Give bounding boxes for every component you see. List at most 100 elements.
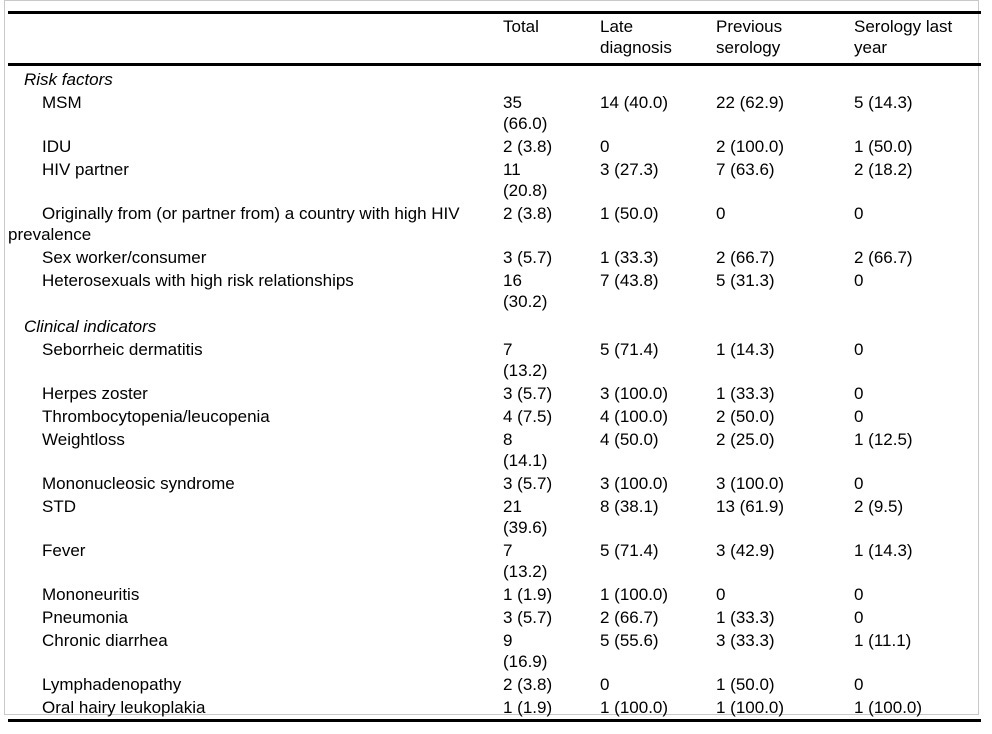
table-row: Herpes zoster3 (5.7)3 (100.0)1 (33.3)0 xyxy=(8,382,981,405)
cell-value: 7 (13.2) xyxy=(503,338,600,382)
cell-value: 3 (5.7) xyxy=(503,246,600,269)
row-label: Seborrheic dermatitis xyxy=(8,338,503,382)
header-row: TotalLate diagnosisPrevious serologySero… xyxy=(8,13,981,65)
cell-value: 1 (33.3) xyxy=(600,246,716,269)
cell-value: 21 (39.6) xyxy=(503,495,600,539)
cell-value: 0 xyxy=(600,135,716,158)
cell-value: 3 (100.0) xyxy=(600,382,716,405)
cell-value: 1 (11.1) xyxy=(854,629,981,673)
cell-value: 0 xyxy=(854,269,981,313)
column-header-previous-serology: Previous serology xyxy=(716,13,854,65)
table-row: HIV partner11 (20.8)3 (27.3)7 (63.6)2 (1… xyxy=(8,158,981,202)
cell-value: 1 (12.5) xyxy=(854,428,981,472)
cell-value: 1 (33.3) xyxy=(716,606,854,629)
cell-value: 0 xyxy=(600,673,716,696)
cell-value: 3 (5.7) xyxy=(503,472,600,495)
cell-value: 5 (71.4) xyxy=(600,338,716,382)
cell-value: 0 xyxy=(854,673,981,696)
table-row: Heterosexuals with high risk relationshi… xyxy=(8,269,981,313)
cell-value: 35 (66.0) xyxy=(503,91,600,135)
table-header: TotalLate diagnosisPrevious serologySero… xyxy=(8,13,981,65)
cell-value: 2 (100.0) xyxy=(716,135,854,158)
cell-value: 7 (63.6) xyxy=(716,158,854,202)
row-label: MSM xyxy=(8,91,503,135)
cell-value: 7 (43.8) xyxy=(600,269,716,313)
row-label: Weightloss xyxy=(8,428,503,472)
cell-value: 7 (13.2) xyxy=(503,539,600,583)
cell-value: 1 (1.9) xyxy=(503,583,600,606)
cell-value: 1 (33.3) xyxy=(716,382,854,405)
cell-value: 5 (71.4) xyxy=(600,539,716,583)
cell-value: 1 (100.0) xyxy=(854,696,981,721)
table-row: Mononeuritis1 (1.9)1 (100.0)00 xyxy=(8,583,981,606)
cell-value: 0 xyxy=(854,472,981,495)
row-label: Sex worker/consumer xyxy=(8,246,503,269)
cell-value: 16 (30.2) xyxy=(503,269,600,313)
table-row: Seborrheic dermatitis7 (13.2)5 (71.4)1 (… xyxy=(8,338,981,382)
cell-value: 1 (50.0) xyxy=(854,135,981,158)
row-label: Oral hairy leukoplakia xyxy=(8,696,503,721)
cell-value: 0 xyxy=(854,583,981,606)
cell-value: 2 (50.0) xyxy=(716,405,854,428)
cell-value: 5 (14.3) xyxy=(854,91,981,135)
cell-value: 8 (14.1) xyxy=(503,428,600,472)
cell-value: 22 (62.9) xyxy=(716,91,854,135)
section-header: Clinical indicators xyxy=(8,313,981,338)
cell-value: 11 (20.8) xyxy=(503,158,600,202)
row-label: Originally from (or partner from) a coun… xyxy=(8,202,503,246)
cell-value: 5 (31.3) xyxy=(716,269,854,313)
cell-value: 0 xyxy=(716,202,854,246)
table-row: Chronic diarrhea9 (16.9)5 (55.6)3 (33.3)… xyxy=(8,629,981,673)
table-row: Lymphadenopathy2 (3.8)01 (50.0)0 xyxy=(8,673,981,696)
cell-value: 2 (18.2) xyxy=(854,158,981,202)
cell-value: 0 xyxy=(854,382,981,405)
data-table: TotalLate diagnosisPrevious serologySero… xyxy=(8,11,981,722)
cell-value: 1 (14.3) xyxy=(854,539,981,583)
table-row: Oral hairy leukoplakia1 (1.9)1 (100.0)1 … xyxy=(8,696,981,721)
column-header-serology-last-year: Serology last year xyxy=(854,13,981,65)
row-label: Pneumonia xyxy=(8,606,503,629)
cell-value: 5 (55.6) xyxy=(600,629,716,673)
column-header-late-diagnosis: Late diagnosis xyxy=(600,13,716,65)
cell-value: 2 (3.8) xyxy=(503,135,600,158)
cell-value: 9 (16.9) xyxy=(503,629,600,673)
table-body: Risk factorsMSM35 (66.0)14 (40.0)22 (62.… xyxy=(8,65,981,721)
column-header-blank xyxy=(8,13,503,65)
section-row: Risk factors xyxy=(8,65,981,92)
cell-value: 1 (100.0) xyxy=(600,583,716,606)
cell-value: 1 (100.0) xyxy=(716,696,854,721)
cell-value: 2 (3.8) xyxy=(503,673,600,696)
table-row: Sex worker/consumer3 (5.7)1 (33.3)2 (66.… xyxy=(8,246,981,269)
section-header: Risk factors xyxy=(8,65,981,92)
table-row: Pneumonia3 (5.7)2 (66.7)1 (33.3)0 xyxy=(8,606,981,629)
row-label: Lymphadenopathy xyxy=(8,673,503,696)
cell-value: 0 xyxy=(854,338,981,382)
cell-value: 2 (9.5) xyxy=(854,495,981,539)
table-row: STD21 (39.6)8 (38.1)13 (61.9)2 (9.5) xyxy=(8,495,981,539)
cell-value: 3 (5.7) xyxy=(503,382,600,405)
cell-value: 4 (50.0) xyxy=(600,428,716,472)
cell-value: 3 (100.0) xyxy=(600,472,716,495)
cell-value: 0 xyxy=(716,583,854,606)
cell-value: 2 (3.8) xyxy=(503,202,600,246)
cell-value: 0 xyxy=(854,202,981,246)
cell-value: 14 (40.0) xyxy=(600,91,716,135)
table-row: Weightloss8 (14.1)4 (50.0)2 (25.0)1 (12.… xyxy=(8,428,981,472)
row-label: HIV partner xyxy=(8,158,503,202)
cell-value: 3 (33.3) xyxy=(716,629,854,673)
column-header-total: Total xyxy=(503,13,600,65)
cell-value: 3 (42.9) xyxy=(716,539,854,583)
row-label: Mononucleosic syndrome xyxy=(8,472,503,495)
cell-value: 0 xyxy=(854,606,981,629)
cell-value: 4 (7.5) xyxy=(503,405,600,428)
row-label: Herpes zoster xyxy=(8,382,503,405)
row-label: Thrombocytopenia/leucopenia xyxy=(8,405,503,428)
table-row: Originally from (or partner from) a coun… xyxy=(8,202,981,246)
table-row: IDU2 (3.8)02 (100.0)1 (50.0) xyxy=(8,135,981,158)
cell-value: 3 (27.3) xyxy=(600,158,716,202)
cell-value: 2 (25.0) xyxy=(716,428,854,472)
cell-value: 4 (100.0) xyxy=(600,405,716,428)
paper-table-page: TotalLate diagnosisPrevious serologySero… xyxy=(0,0,992,734)
row-label: Heterosexuals with high risk relationshi… xyxy=(8,269,503,313)
table-row: Fever7 (13.2)5 (71.4)3 (42.9)1 (14.3) xyxy=(8,539,981,583)
